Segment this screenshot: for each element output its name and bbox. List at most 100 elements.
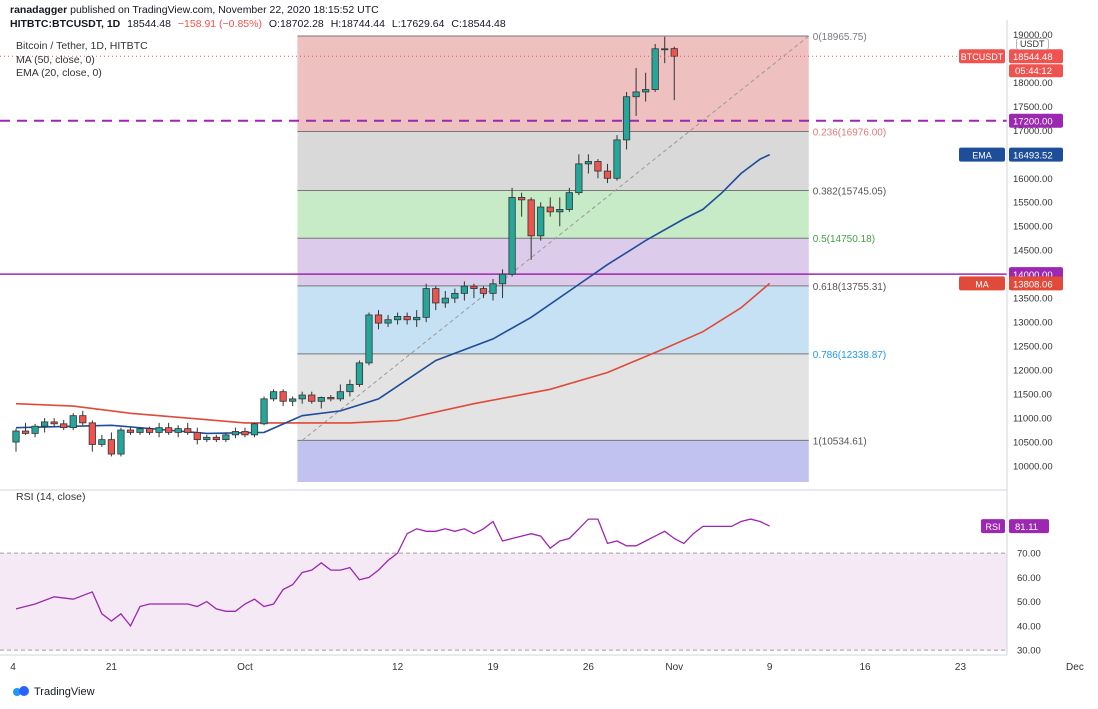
close-value: C:18544.48 — [451, 18, 506, 30]
candle — [546, 197, 554, 217]
fib-trendline-segment — [301, 35, 810, 441]
candle — [145, 426, 154, 435]
price-tick-label: 11000.00 — [1013, 414, 1052, 425]
candle-body — [518, 197, 526, 201]
candle — [413, 310, 421, 327]
price-tick-label: 13500.00 — [1013, 294, 1053, 305]
candle — [41, 418, 49, 433]
candle-body — [670, 48, 678, 57]
fib-labels: 0(18965.75) 0.236(16976.00) 0.382(15745.05… — [813, 32, 886, 447]
rsi-badge-value-text: 81.11 — [1015, 522, 1038, 533]
candle-body — [441, 297, 449, 304]
candle-body — [289, 398, 297, 402]
price-tick-label: 14500.00 — [1013, 246, 1053, 257]
candle — [537, 202, 545, 241]
legend-ma[interactable]: MA (50, close, 0) — [16, 53, 95, 66]
time-tick-label: 26 — [583, 662, 595, 673]
candle-body — [432, 288, 440, 304]
candle — [575, 154, 583, 196]
price-tick-label: 17500.00 — [1013, 102, 1053, 113]
symbol-badge-name-text: BTCUSDT — [961, 52, 1004, 62]
candles — [12, 36, 678, 457]
candle-body — [460, 285, 468, 294]
candle — [88, 420, 96, 452]
publish-header: ranadagger published on TradingView.com,… — [10, 3, 506, 31]
candle-body — [250, 423, 259, 436]
candle-body — [12, 430, 20, 443]
candle — [365, 312, 373, 366]
candle-body — [384, 319, 392, 324]
open-value: O:18702.28 — [268, 18, 324, 30]
candle-body — [50, 421, 58, 425]
fib-level-label: 0.5(14750.18) — [813, 234, 875, 245]
candle-body — [374, 314, 383, 324]
candle-body — [69, 415, 77, 429]
candle-body — [308, 394, 316, 402]
ma-path — [15, 282, 771, 424]
candle — [622, 91, 631, 150]
candle — [336, 384, 344, 402]
rsi-legend[interactable]: RSI (14, close) — [16, 491, 86, 503]
tradingview-footer[interactable]: TradingView — [12, 686, 95, 698]
candle — [193, 427, 201, 445]
candle-body — [451, 292, 459, 299]
candle — [651, 43, 659, 92]
candle-body — [317, 397, 325, 402]
candle-body — [479, 288, 488, 294]
ema-badge-name-text: EMA — [972, 151, 992, 161]
price-tick-label: 12000.00 — [1013, 366, 1053, 377]
rsi-tick-label: 70.00 — [1017, 549, 1041, 560]
candle — [126, 426, 135, 435]
price-change: −158.91 (−0.85%) — [177, 18, 262, 30]
candle — [31, 423, 39, 438]
rsi-badge-value — [1009, 519, 1049, 534]
legend-title: Bitcoin / Tether, 1D, HITBTC — [16, 40, 148, 52]
candle — [556, 197, 564, 227]
fibonacci-retracement[interactable] — [297, 35, 809, 482]
candle-body — [613, 139, 621, 179]
tradingview-brand: TradingView — [34, 686, 95, 698]
level-badge-value: 17200.00 — [1013, 117, 1053, 128]
candle-body — [393, 315, 402, 321]
rsi-pane — [0, 518, 1007, 651]
candle — [422, 283, 430, 323]
fib-zone — [297, 190, 809, 239]
candle — [613, 135, 621, 181]
author-name[interactable]: ranadagger — [10, 4, 68, 16]
candle — [298, 391, 306, 404]
candle — [508, 187, 516, 277]
countdown-badge — [1009, 64, 1063, 78]
candle — [21, 422, 30, 435]
fib-level-label: 0.786(12338.87) — [813, 350, 886, 361]
candle — [661, 36, 669, 64]
candle-body — [661, 48, 669, 51]
candle-body — [537, 206, 545, 237]
time-axis[interactable]: 421Oct121926Nov91623Dec7 — [0, 654, 1098, 673]
currency-label[interactable]: USDT — [1016, 38, 1049, 50]
ma-badge-value — [1009, 276, 1063, 291]
legend-ema[interactable]: EMA (20, close, 0) — [16, 67, 102, 79]
low-value: L:17629.64 — [391, 18, 445, 30]
candle-body — [489, 283, 497, 294]
published-text: published on TradingView.com, November 2… — [70, 4, 379, 16]
ma-badge-value-text: 13808.06 — [1013, 279, 1053, 290]
fib-zone — [297, 353, 809, 441]
candle — [50, 418, 58, 427]
rsi-line — [15, 518, 770, 628]
ma-badge-name-text: MA — [975, 279, 989, 289]
candle-body — [31, 425, 39, 434]
price-tick-label: 19000.00 — [1013, 30, 1053, 41]
candle — [460, 281, 468, 301]
level-badge — [1009, 113, 1063, 128]
candle — [155, 422, 163, 438]
time-tick-label: Nov — [665, 662, 683, 673]
price-tick-label: 12500.00 — [1013, 342, 1053, 353]
candle — [308, 391, 316, 404]
candle-body — [117, 429, 125, 455]
price-tick-label: 18000.00 — [1013, 78, 1053, 89]
candle-body — [21, 430, 30, 434]
fib-zone — [297, 131, 809, 191]
candle-body — [622, 96, 631, 141]
time-tick-label: Oct — [237, 662, 253, 673]
